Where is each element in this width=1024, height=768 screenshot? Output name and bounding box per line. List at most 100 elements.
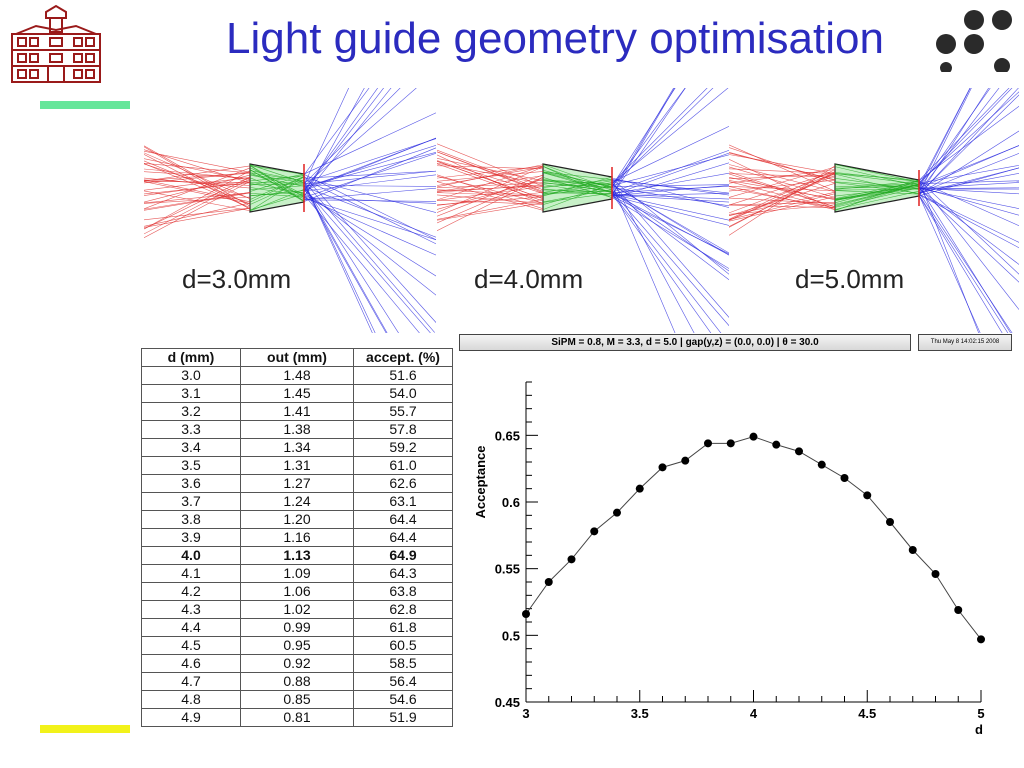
x-tick-label: 4.5 <box>858 706 876 721</box>
table-cell: 3.7 <box>141 492 241 511</box>
guided-ray <box>249 190 305 197</box>
outgoing-ray <box>918 127 1024 195</box>
incoming-ray <box>728 196 836 222</box>
x-tick-label: 5 <box>977 706 984 721</box>
incoming-ray <box>728 154 836 174</box>
outgoing-ray <box>918 187 1024 189</box>
table-row: 4.8 0.85 54.6 <box>141 690 453 709</box>
guided-ray <box>834 184 920 200</box>
table-row: 3.6 1.27 62.6 <box>141 474 453 493</box>
outgoing-ray <box>918 188 1024 269</box>
outgoing-ray <box>918 186 1024 356</box>
incoming-ray <box>436 163 544 202</box>
guided-ray <box>542 166 613 199</box>
guided-ray <box>834 166 920 187</box>
accent-bar-green <box>40 101 130 109</box>
data-point <box>544 578 553 586</box>
table-row: 3.2 1.41 55.7 <box>141 402 453 421</box>
outgoing-ray <box>303 181 390 363</box>
outgoing-ray <box>918 194 1024 251</box>
table-cell: 4.2 <box>141 582 241 601</box>
outgoing-ray <box>303 187 403 363</box>
table-cell: 3.5 <box>141 456 241 475</box>
data-point <box>931 570 940 578</box>
ray-simulation-panel <box>143 3 504 365</box>
table-cell: 0.85 <box>240 690 354 709</box>
table-cell: 63.1 <box>353 492 453 511</box>
table-cell: 54.6 <box>353 690 453 709</box>
outgoing-ray <box>303 197 504 207</box>
table-row: 4.9 0.81 51.9 <box>141 708 453 727</box>
y-tick-label: 0.6 <box>502 495 520 510</box>
outgoing-ray <box>918 180 1024 185</box>
outgoing-ray <box>303 14 425 176</box>
incoming-ray <box>143 182 251 195</box>
table-row: 4.4 0.99 61.8 <box>141 618 453 637</box>
table-cell: 51.6 <box>353 366 453 385</box>
outgoing-ray <box>611 134 806 186</box>
table-cell: 3.6 <box>141 474 241 493</box>
table-cell: 60.5 <box>353 636 453 655</box>
incoming-ray <box>143 176 251 230</box>
table-cell: 64.4 <box>353 510 453 529</box>
guided-ray <box>249 177 305 199</box>
incoming-ray <box>728 191 836 216</box>
outgoing-ray <box>918 179 1024 280</box>
incoming-ray <box>143 180 251 183</box>
data-point <box>886 518 894 526</box>
data-point <box>817 460 826 469</box>
data-point <box>908 546 917 554</box>
table-cell: 4.6 <box>141 654 241 673</box>
table-cell: 3.2 <box>141 402 241 421</box>
outgoing-ray <box>303 187 436 339</box>
guided-ray <box>542 170 613 188</box>
outgoing-ray <box>611 179 707 357</box>
table-row: 3.0 1.48 51.6 <box>141 366 453 385</box>
incoming-ray <box>143 177 251 191</box>
data-point <box>613 508 621 517</box>
table-cell: 4.4 <box>141 618 241 637</box>
guided-ray <box>249 165 305 198</box>
table-header-row: d (mm) out (mm) accept. (%) <box>141 348 453 367</box>
incoming-ray <box>436 179 544 210</box>
incoming-ray <box>436 174 544 217</box>
data-point <box>522 610 530 618</box>
x-tick-label: 3.5 <box>631 706 649 721</box>
data-point <box>681 456 690 465</box>
incoming-ray <box>143 172 251 181</box>
incoming-ray <box>143 192 251 211</box>
outgoing-ray <box>611 192 736 352</box>
outgoing-ray <box>611 25 732 187</box>
incoming-ray <box>436 202 544 221</box>
incoming-ray <box>143 145 251 207</box>
table-row: 4.7 0.88 56.4 <box>141 672 453 691</box>
incoming-ray <box>728 183 836 217</box>
data-point <box>749 432 758 441</box>
outgoing-ray <box>918 172 1024 193</box>
table-cell: 1.48 <box>240 366 354 385</box>
table-row: 4.5 0.95 60.5 <box>141 636 453 655</box>
incoming-ray <box>728 186 836 210</box>
incoming-ray <box>436 186 544 201</box>
outgoing-ray <box>918 194 1024 359</box>
outgoing-ray <box>611 191 744 343</box>
incoming-ray <box>728 171 836 206</box>
outgoing-ray <box>918 81 1024 195</box>
simulation-label: d=3.0mm <box>182 264 292 294</box>
incoming-ray <box>436 175 544 192</box>
table-row: 3.4 1.34 59.2 <box>141 438 453 457</box>
outgoing-ray <box>303 175 439 325</box>
guided-ray <box>834 190 920 195</box>
y-tick-label: 0.55 <box>495 562 520 577</box>
table-row: 3.9 1.16 64.4 <box>141 528 453 547</box>
table-cell: 0.95 <box>240 636 354 655</box>
table-cell: 55.7 <box>353 402 453 421</box>
guided-ray <box>542 172 613 193</box>
table-row: 3.7 1.24 63.1 <box>141 492 453 511</box>
incoming-ray <box>436 182 544 189</box>
guided-ray <box>834 182 920 194</box>
incoming-ray <box>143 163 251 174</box>
outgoing-ray <box>918 89 1024 195</box>
outgoing-ray <box>303 116 490 192</box>
outgoing-ray <box>918 166 1024 194</box>
